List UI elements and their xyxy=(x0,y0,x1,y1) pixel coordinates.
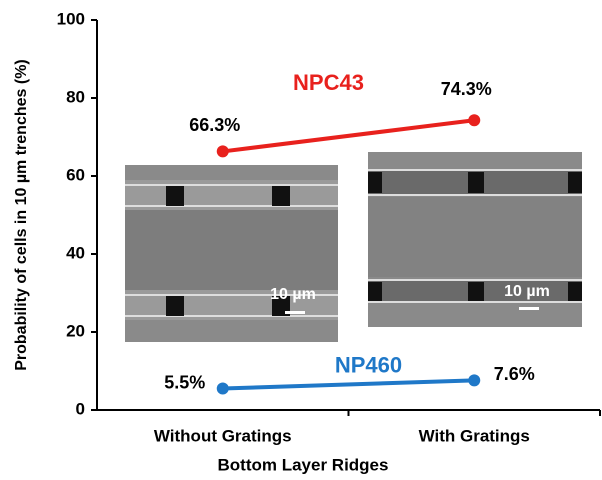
y-tick-label: 100 xyxy=(57,9,85,28)
series-name: NP460 xyxy=(335,352,402,377)
x-tick-label: With Gratings xyxy=(419,426,530,445)
inset-image xyxy=(125,165,338,342)
inset-scale-label: 10 µm xyxy=(504,283,550,300)
inset-image xyxy=(368,152,582,327)
y-tick-label: 40 xyxy=(66,243,85,262)
series-line xyxy=(222,378,475,391)
inset-scale-label: 10 µm xyxy=(270,286,316,303)
data-label: 7.6% xyxy=(494,364,535,384)
series-name: NPC43 xyxy=(293,70,364,95)
data-point xyxy=(468,374,481,387)
x-tick-label: Without Gratings xyxy=(154,426,292,445)
series-line xyxy=(222,118,475,154)
data-label: 66.3% xyxy=(189,115,240,135)
data-point xyxy=(468,114,481,127)
y-tick-label: 0 xyxy=(76,399,85,418)
data-point xyxy=(216,145,229,158)
y-tick-label: 80 xyxy=(66,87,85,106)
y-axis-label: Probability of cells in 10 µm trenches (… xyxy=(13,59,30,371)
y-tick-label: 60 xyxy=(66,165,85,184)
y-tick-label: 20 xyxy=(66,321,85,340)
data-label: 5.5% xyxy=(164,372,205,392)
data-label: 74.3% xyxy=(441,79,492,99)
x-axis-label: Bottom Layer Ridges xyxy=(218,455,389,474)
data-point xyxy=(216,382,229,395)
